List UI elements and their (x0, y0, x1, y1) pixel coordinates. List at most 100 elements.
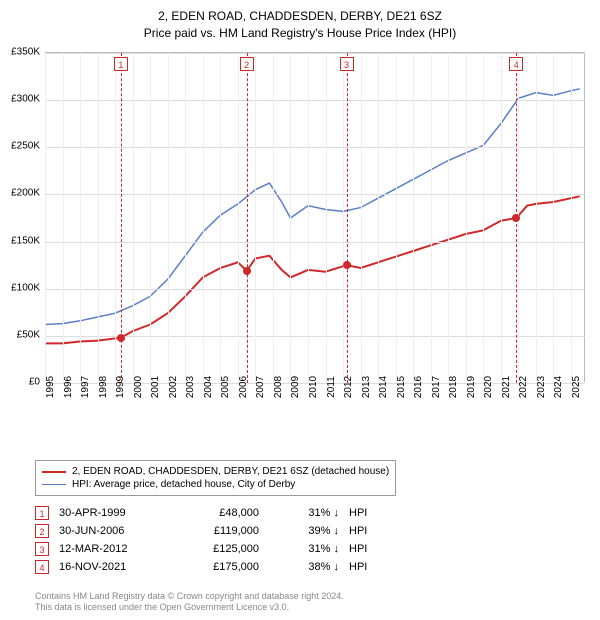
legend-item: 2, EDEN ROAD, CHADDESDEN, DERBY, DE21 6S… (42, 465, 389, 478)
y-tick-label: £50K (17, 329, 40, 340)
x-gridline (203, 53, 204, 383)
x-gridline (273, 53, 274, 383)
x-tick-label: 1999 (115, 376, 126, 398)
legend-swatch (42, 484, 66, 485)
x-gridline (290, 53, 291, 383)
x-gridline (361, 53, 362, 383)
marker-box: 1 (114, 57, 128, 71)
x-gridline (378, 53, 379, 383)
x-gridline (431, 53, 432, 383)
x-gridline (396, 53, 397, 383)
chart-container: 2, EDEN ROAD, CHADDESDEN, DERBY, DE21 6S… (0, 0, 600, 620)
x-tick-label: 2024 (553, 376, 564, 398)
x-gridline (343, 53, 344, 383)
x-gridline (238, 53, 239, 383)
title-line2: Price paid vs. HM Land Registry's House … (0, 25, 600, 42)
x-gridline (326, 53, 327, 383)
transaction-row: 312-MAR-2012£125,00031%HPI (35, 540, 367, 558)
transaction-pct: 31% (269, 543, 339, 555)
x-tick-label: 2001 (150, 376, 161, 398)
x-gridline (133, 53, 134, 383)
transaction-price: £125,000 (179, 543, 259, 555)
x-gridline (483, 53, 484, 383)
line-layer (45, 53, 585, 383)
x-gridline (571, 53, 572, 383)
x-tick-label: 2019 (466, 376, 477, 398)
title-block: 2, EDEN ROAD, CHADDESDEN, DERBY, DE21 6S… (0, 0, 600, 42)
x-tick-label: 2016 (413, 376, 424, 398)
y-gridline (45, 242, 585, 243)
x-gridline (150, 53, 151, 383)
series-price_paid (45, 196, 580, 343)
x-gridline (220, 53, 221, 383)
transaction-marker: 2 (35, 524, 49, 538)
transaction-price: £175,000 (179, 561, 259, 573)
x-tick-label: 2014 (378, 376, 389, 398)
y-tick-label: £0 (29, 377, 40, 388)
x-tick-label: 2015 (396, 376, 407, 398)
x-tick-label: 2018 (448, 376, 459, 398)
transaction-point (243, 267, 251, 275)
x-gridline (466, 53, 467, 383)
footer-line1: Contains HM Land Registry data © Crown c… (35, 591, 344, 603)
x-tick-label: 2017 (431, 376, 442, 398)
legend-label: HPI: Average price, detached house, City… (72, 479, 295, 490)
x-tick-label: 2004 (203, 376, 214, 398)
y-tick-label: £250K (11, 141, 40, 152)
footer: Contains HM Land Registry data © Crown c… (35, 591, 344, 614)
y-gridline (45, 100, 585, 101)
transaction-pct: 38% (269, 561, 339, 573)
x-tick-label: 2013 (361, 376, 372, 398)
transaction-date: 16-NOV-2021 (59, 561, 169, 573)
legend-item: HPI: Average price, detached house, City… (42, 478, 389, 491)
x-tick-label: 2020 (483, 376, 494, 398)
x-tick-label: 2003 (185, 376, 196, 398)
transaction-row: 130-APR-1999£48,00031%HPI (35, 504, 367, 522)
x-gridline (63, 53, 64, 383)
title-line1: 2, EDEN ROAD, CHADDESDEN, DERBY, DE21 6S… (0, 8, 600, 25)
marker-box: 4 (509, 57, 523, 71)
transaction-rel: HPI (349, 561, 367, 573)
transaction-rel: HPI (349, 507, 367, 519)
transaction-point (343, 261, 351, 269)
marker-box: 2 (240, 57, 254, 71)
transaction-row: 416-NOV-2021£175,00038%HPI (35, 558, 367, 576)
legend: 2, EDEN ROAD, CHADDESDEN, DERBY, DE21 6S… (35, 460, 396, 496)
x-tick-label: 2023 (536, 376, 547, 398)
x-gridline (185, 53, 186, 383)
x-tick-label: 1995 (45, 376, 56, 398)
x-tick-label: 1997 (80, 376, 91, 398)
x-tick-label: 2012 (343, 376, 354, 398)
y-tick-label: £150K (11, 235, 40, 246)
transaction-pct: 39% (269, 525, 339, 537)
x-gridline (448, 53, 449, 383)
marker-box: 3 (340, 57, 354, 71)
x-tick-label: 2002 (168, 376, 179, 398)
y-tick-label: £200K (11, 188, 40, 199)
transaction-marker: 3 (35, 542, 49, 556)
x-tick-label: 2021 (501, 376, 512, 398)
x-gridline (255, 53, 256, 383)
transaction-point (512, 214, 520, 222)
transaction-price: £119,000 (179, 525, 259, 537)
transaction-marker: 1 (35, 506, 49, 520)
x-gridline (168, 53, 169, 383)
x-gridline (413, 53, 414, 383)
y-tick-label: £350K (11, 47, 40, 58)
transaction-row: 230-JUN-2006£119,00039%HPI (35, 522, 367, 540)
y-gridline (45, 194, 585, 195)
y-gridline (45, 289, 585, 290)
x-gridline (536, 53, 537, 383)
x-tick-label: 2011 (326, 376, 337, 398)
x-gridline (115, 53, 116, 383)
x-tick-label: 2010 (308, 376, 319, 398)
x-tick-label: 1998 (98, 376, 109, 398)
x-tick-label: 2007 (255, 376, 266, 398)
x-gridline (553, 53, 554, 383)
x-tick-label: 2008 (273, 376, 284, 398)
transaction-price: £48,000 (179, 507, 259, 519)
y-tick-label: £100K (11, 282, 40, 293)
transaction-date: 12-MAR-2012 (59, 543, 169, 555)
transaction-date: 30-JUN-2006 (59, 525, 169, 537)
x-tick-label: 2009 (290, 376, 301, 398)
